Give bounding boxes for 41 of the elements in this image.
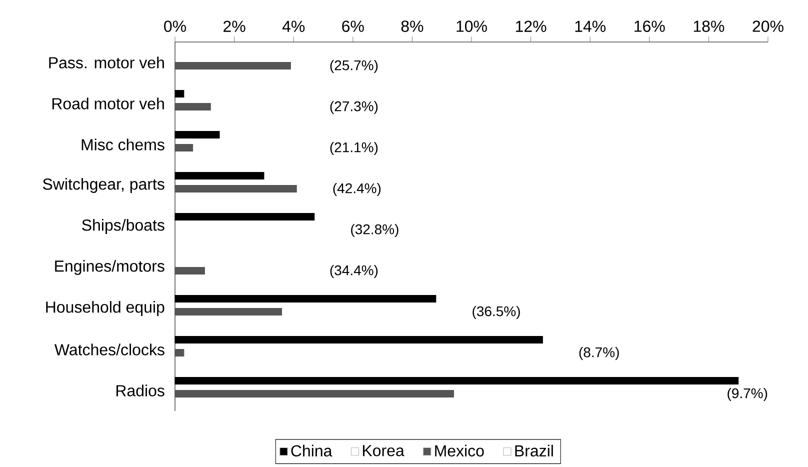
annotation: (34.4%) xyxy=(330,264,378,278)
y-tick-label: Switchgear, parts xyxy=(42,178,164,193)
annotation: (27.3%) xyxy=(330,100,378,114)
annotation: (21.1%) xyxy=(330,142,378,156)
bar xyxy=(174,390,454,398)
legend-label: Korea xyxy=(362,445,404,456)
x-tick-label: 18% xyxy=(694,20,724,32)
y-tick-label: Road motor veh xyxy=(52,98,164,110)
annotation: (25.7%) xyxy=(330,60,378,74)
x-tick-label: 20% xyxy=(752,20,784,32)
x-tick-label: 16% xyxy=(634,20,665,32)
y-tick-label: Household equip xyxy=(46,301,164,316)
x-tick-label: 4% xyxy=(282,20,305,32)
x-tick-label: 12% xyxy=(516,20,546,32)
y-tick-label: Engines/motors xyxy=(55,260,164,275)
annotation: (9.7%) xyxy=(728,388,768,402)
annotation: (32.8%) xyxy=(351,224,398,238)
annotation: (42.4%) xyxy=(333,182,381,196)
legend-label: China xyxy=(291,444,332,457)
x-tick-label: 14% xyxy=(575,20,606,32)
legend-label: Mexico xyxy=(435,444,484,457)
y-tick-label: Misc chems xyxy=(82,138,164,150)
x-tick-label: 2% xyxy=(224,20,246,32)
annotation: (8.7%) xyxy=(579,346,619,360)
x-tick-label: 10% xyxy=(456,20,487,32)
x-tick-label: 8% xyxy=(401,20,424,32)
legend-label: Brazil xyxy=(515,444,553,457)
bar xyxy=(174,184,297,193)
bar xyxy=(174,102,211,111)
x-tick-label: 0% xyxy=(164,20,186,32)
y-tick-label: Ships/boats xyxy=(82,219,164,234)
bar xyxy=(174,348,184,357)
y-tick-label: Radios xyxy=(116,384,164,396)
bar xyxy=(174,308,282,316)
y-tick-label: Pass. motor veh xyxy=(49,56,164,68)
bar xyxy=(174,144,194,152)
y-tick-label: Watches/clocks xyxy=(54,344,164,356)
bar xyxy=(174,266,205,275)
annotation: (36.5%) xyxy=(472,306,520,320)
x-tick-label: 6% xyxy=(342,20,364,32)
bar xyxy=(174,62,291,70)
